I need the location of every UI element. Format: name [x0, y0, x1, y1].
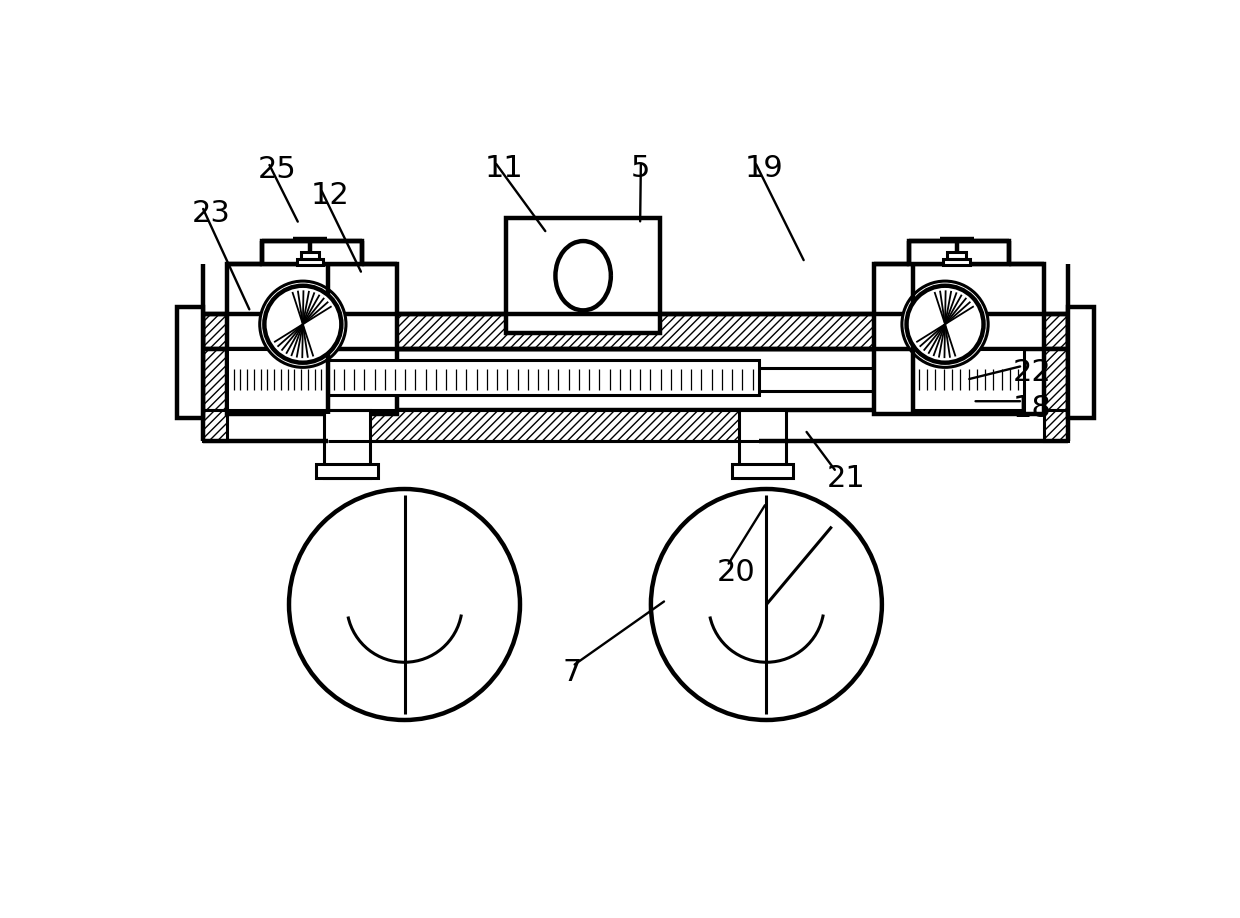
Text: 7: 7 — [563, 658, 582, 688]
Circle shape — [259, 281, 346, 367]
Circle shape — [289, 489, 520, 720]
Text: 18: 18 — [1013, 394, 1052, 422]
Text: 12: 12 — [310, 181, 350, 210]
Bar — [324, 410, 370, 478]
Bar — [203, 314, 1068, 349]
Bar — [327, 361, 759, 395]
Bar — [227, 264, 397, 414]
Bar — [296, 259, 322, 265]
Bar — [1068, 307, 1094, 419]
Bar — [874, 264, 1044, 414]
Circle shape — [264, 285, 341, 363]
Bar — [1044, 410, 1068, 442]
Circle shape — [901, 281, 988, 367]
Text: 20: 20 — [717, 558, 756, 588]
Text: 19: 19 — [745, 154, 784, 183]
Text: 23: 23 — [192, 198, 231, 228]
Bar — [944, 259, 970, 265]
Bar — [203, 410, 227, 442]
Bar — [203, 349, 227, 410]
Bar — [327, 410, 759, 442]
Text: 11: 11 — [485, 154, 523, 183]
Bar — [177, 307, 203, 419]
Bar — [909, 241, 1009, 264]
Bar — [947, 252, 966, 259]
Bar — [506, 218, 660, 333]
Bar — [300, 252, 319, 259]
Bar — [739, 410, 786, 478]
Text: 22: 22 — [1013, 358, 1052, 387]
Text: 25: 25 — [258, 155, 296, 184]
Bar — [913, 349, 1024, 410]
Bar — [316, 465, 377, 478]
Text: 21: 21 — [826, 465, 866, 493]
Bar — [203, 349, 1068, 410]
Bar — [227, 349, 327, 410]
Bar — [1044, 349, 1068, 410]
Circle shape — [651, 489, 882, 720]
Circle shape — [906, 285, 983, 363]
Bar — [732, 465, 794, 478]
Text: 5: 5 — [631, 154, 650, 183]
Bar — [262, 241, 362, 264]
